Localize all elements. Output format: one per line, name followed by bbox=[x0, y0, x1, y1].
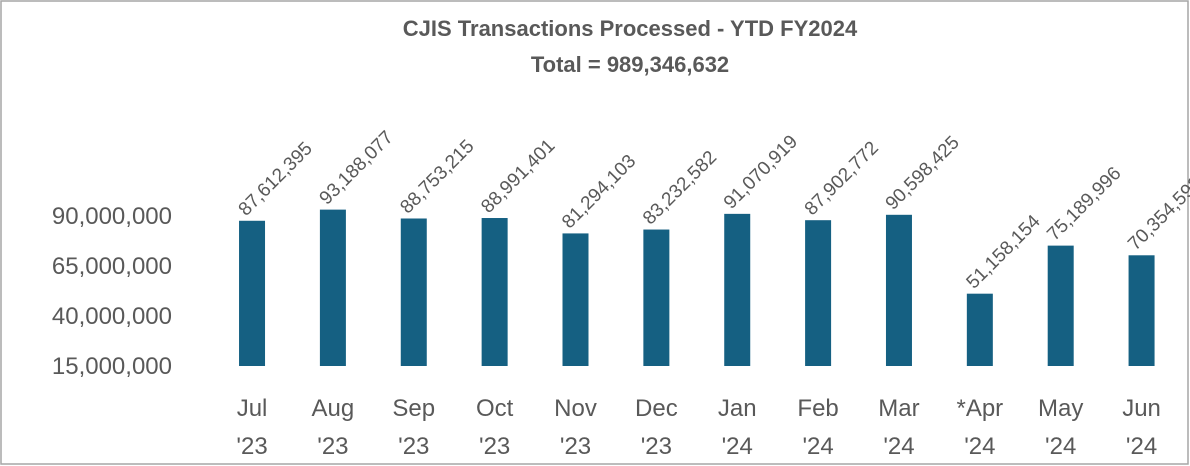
bar bbox=[643, 229, 670, 366]
bar bbox=[1047, 245, 1074, 366]
x-tick-label: Nov bbox=[554, 395, 597, 422]
y-tick-label: 65,000,000 bbox=[52, 253, 172, 280]
bar bbox=[400, 218, 427, 366]
x-tick-label: Dec bbox=[635, 395, 678, 422]
x-tick-label: Oct bbox=[476, 395, 514, 422]
x-tick-label: Aug bbox=[312, 395, 355, 422]
x-tick-label: '24 bbox=[1126, 433, 1157, 460]
x-tick-label: Feb bbox=[797, 395, 838, 422]
x-tick-label: '24 bbox=[802, 433, 833, 460]
bar bbox=[239, 220, 266, 366]
x-tick-label: *Apr bbox=[956, 395, 1003, 422]
bar bbox=[966, 293, 993, 366]
bar bbox=[805, 220, 832, 366]
bar bbox=[481, 218, 508, 366]
x-tick-label: '23 bbox=[641, 433, 672, 460]
x-tick-label: '24 bbox=[1045, 433, 1076, 460]
bar bbox=[885, 214, 912, 366]
x-tick-label: '23 bbox=[317, 433, 348, 460]
x-tick-label: Jun bbox=[1122, 395, 1161, 422]
y-tick-label: 15,000,000 bbox=[52, 353, 172, 380]
bar bbox=[319, 209, 346, 366]
x-tick-label: '24 bbox=[964, 433, 995, 460]
bar bbox=[724, 213, 751, 366]
bar bbox=[562, 233, 589, 366]
x-tick-label: '24 bbox=[722, 433, 753, 460]
y-tick-label: 90,000,000 bbox=[52, 203, 172, 230]
x-tick-label: Sep bbox=[392, 395, 435, 422]
x-tick-label: '24 bbox=[883, 433, 914, 460]
chart-title: CJIS Transactions Processed - YTD FY2024 bbox=[403, 16, 858, 41]
chart-subtitle: Total = 989,346,632 bbox=[531, 52, 729, 77]
x-tick-label: May bbox=[1038, 395, 1083, 422]
y-tick-label: 40,000,000 bbox=[52, 303, 172, 330]
x-tick-label: '23 bbox=[560, 433, 591, 460]
x-tick-label: Jan bbox=[718, 395, 757, 422]
x-tick-label: '23 bbox=[479, 433, 510, 460]
x-tick-label: Jul bbox=[237, 395, 268, 422]
x-tick-label: Mar bbox=[878, 395, 919, 422]
bar bbox=[1128, 255, 1155, 366]
x-tick-label: '23 bbox=[236, 433, 267, 460]
x-tick-label: '23 bbox=[398, 433, 429, 460]
